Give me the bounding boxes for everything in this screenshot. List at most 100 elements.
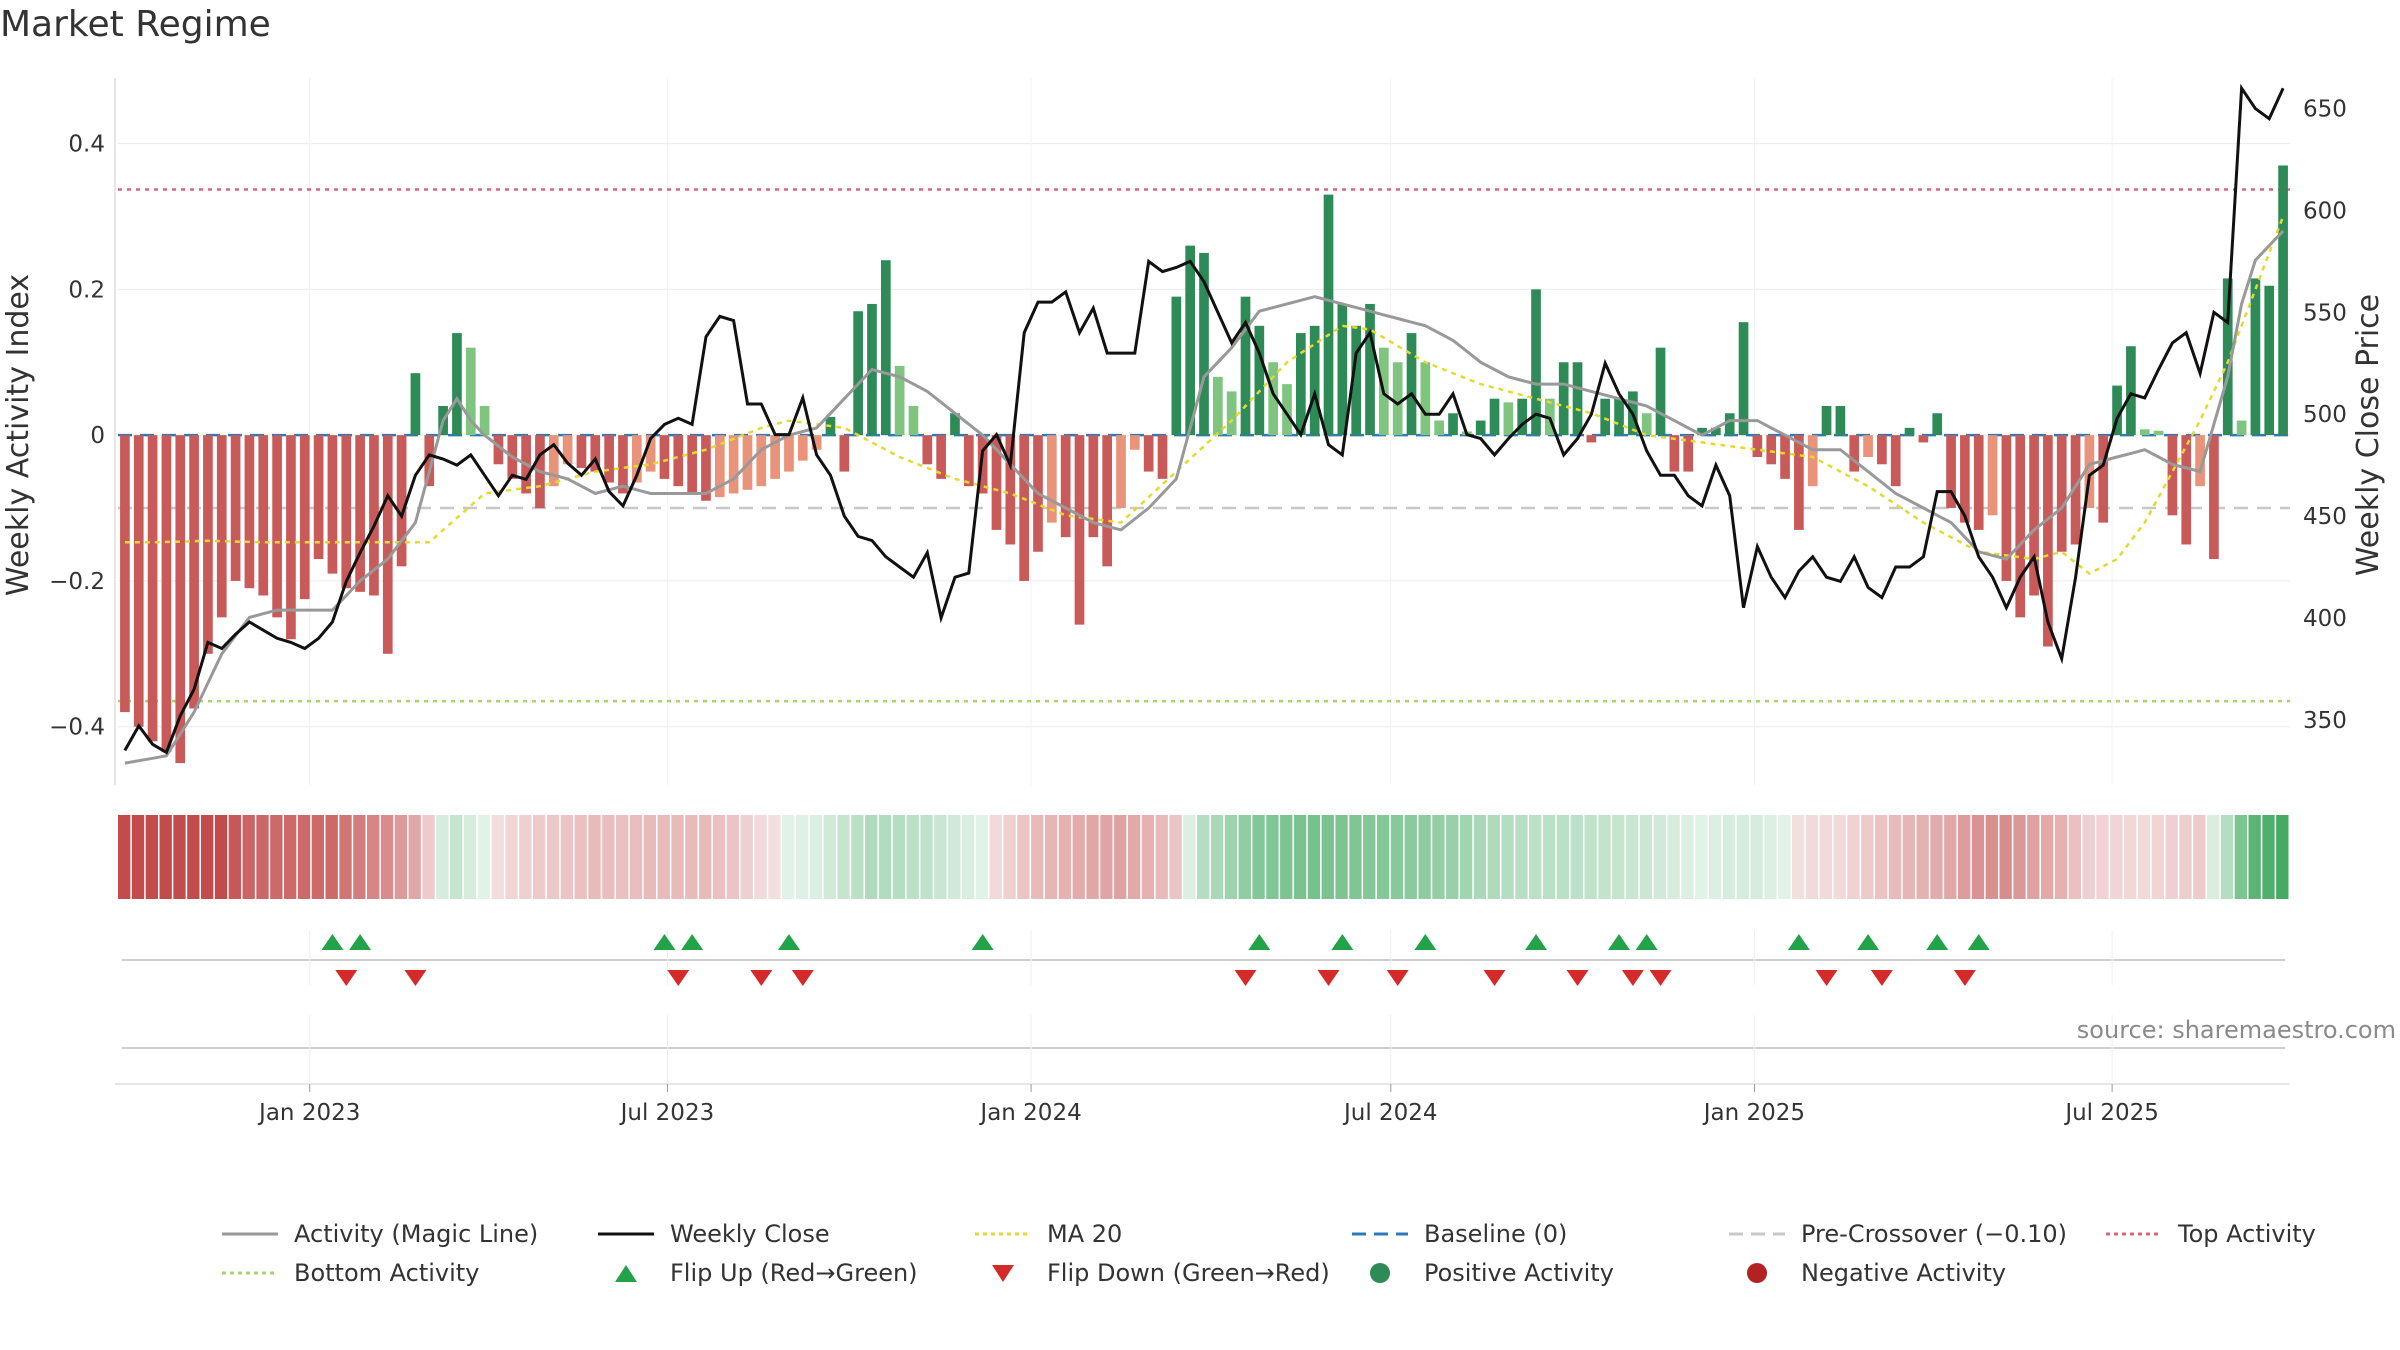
activity-bar — [1807, 435, 1818, 487]
flip-down-marker — [1953, 970, 1976, 986]
regime-cell — [1349, 815, 1362, 899]
activity-bar — [1614, 398, 1624, 436]
regime-cell — [2110, 815, 2123, 899]
regime-cell — [989, 815, 1002, 899]
activity-bar — [673, 435, 684, 487]
activity-bar — [1337, 303, 1348, 436]
regime-cell — [906, 815, 919, 899]
activity-bar — [977, 435, 988, 494]
regime-cell — [353, 815, 366, 899]
legend-label: MA 20 — [1047, 1220, 1122, 1248]
activity-bar — [1697, 427, 1707, 436]
regime-cell — [1238, 815, 1251, 899]
flip-down-marker — [791, 970, 814, 986]
regime-cell — [685, 815, 698, 899]
flip-down-marker — [1649, 970, 1672, 986]
legend-item: Weekly Close — [598, 1220, 830, 1248]
activity-bar — [701, 435, 711, 501]
activity-bar — [618, 435, 628, 494]
regime-cell — [546, 815, 560, 899]
legend-label: Positive Activity — [1424, 1259, 1614, 1287]
regime-cell — [214, 815, 228, 899]
activity-bar — [1863, 435, 1873, 458]
activity-bar — [2250, 278, 2261, 436]
regime-cell — [643, 815, 657, 899]
regime-cell — [380, 815, 394, 899]
activity-bar — [936, 435, 946, 479]
regime-cell — [1003, 815, 1016, 899]
regime-cell — [1307, 815, 1321, 899]
regime-cell — [1791, 815, 1805, 899]
activity-bar — [2209, 435, 2219, 560]
regime-cell — [851, 815, 864, 899]
activity-bar — [839, 435, 850, 472]
regime-cell — [1833, 815, 1846, 899]
activity-bar — [147, 435, 158, 742]
regime-cell — [463, 815, 477, 899]
regime-cell — [1736, 815, 1749, 899]
activity-bar — [2167, 435, 2178, 516]
regime-cell — [2068, 815, 2081, 899]
activity-bar — [784, 435, 794, 472]
activity-bar — [2195, 435, 2205, 487]
regime-cell — [1515, 815, 1528, 899]
regime-cell — [1390, 815, 1404, 899]
legend-label: Baseline (0) — [1424, 1220, 1567, 1248]
activity-bar — [797, 435, 808, 461]
regime-cell — [975, 815, 989, 899]
activity-bar — [424, 435, 435, 487]
legend-item: Positive Activity — [1370, 1259, 1614, 1287]
flip-down-marker — [750, 970, 773, 986]
regime-cell — [588, 815, 601, 899]
left-tick-label: −0.2 — [49, 569, 105, 595]
activity-bar — [1655, 347, 1666, 436]
flip-up-marker — [1414, 934, 1437, 950]
flip-down-marker — [1317, 970, 1340, 986]
activity-bar — [1268, 362, 1279, 436]
activity-bar — [1683, 435, 1694, 472]
regime-cell — [367, 815, 380, 899]
regime-cell — [450, 815, 463, 899]
flip-down-marker — [1621, 970, 1644, 986]
activity-bar — [2084, 435, 2095, 509]
activity-bar — [950, 413, 960, 436]
regime-cell — [948, 815, 961, 899]
activity-bar — [230, 435, 241, 581]
activity-bar — [1973, 435, 1984, 530]
regime-cell — [1625, 815, 1639, 899]
activity-bar — [880, 260, 891, 436]
regime-cell — [629, 815, 643, 899]
regime-cell — [491, 815, 504, 899]
regime-cell — [1874, 815, 1888, 899]
activity-bar — [1420, 362, 1431, 436]
axes: Weekly Activity Index Weekly Close Price… — [1, 78, 2386, 785]
flip-up-marker — [681, 934, 704, 950]
activity-bar — [562, 435, 573, 465]
flip-up-marker — [1525, 934, 1548, 950]
activity-bar — [1849, 435, 1860, 472]
regime-cell — [201, 815, 214, 899]
flip-up-marker — [1248, 934, 1271, 950]
right-tick-label: 500 — [2303, 402, 2347, 428]
activity-bar — [548, 435, 559, 487]
regime-cell — [2013, 815, 2026, 899]
legend-label: Pre-Crossover (−0.10) — [1801, 1220, 2067, 1248]
right-tick-label: 400 — [2303, 606, 2347, 632]
activity-bar — [161, 435, 172, 753]
regime-cell — [616, 815, 629, 899]
regime-cell — [574, 815, 587, 899]
magic-line — [124, 230, 2285, 765]
activity-bar — [1351, 325, 1362, 436]
activity-bar — [2236, 420, 2247, 436]
activity-bar — [272, 435, 282, 618]
regime-cell — [1681, 815, 1694, 899]
activity-bar — [452, 333, 462, 436]
activity-bar — [2070, 435, 2081, 545]
left-tick-label: −0.4 — [49, 715, 105, 741]
regime-cell — [1612, 815, 1625, 899]
regime-cell — [809, 815, 823, 899]
activity-bar — [1143, 435, 1154, 472]
regime-cell — [1197, 815, 1210, 899]
activity-bar — [991, 435, 1002, 530]
regime-cell — [1805, 815, 1819, 899]
